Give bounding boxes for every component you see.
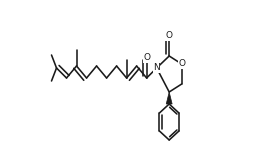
Text: O: O (178, 60, 185, 69)
Text: O: O (166, 31, 173, 41)
Text: O: O (143, 53, 150, 62)
Polygon shape (166, 92, 172, 104)
Text: N: N (153, 63, 160, 72)
